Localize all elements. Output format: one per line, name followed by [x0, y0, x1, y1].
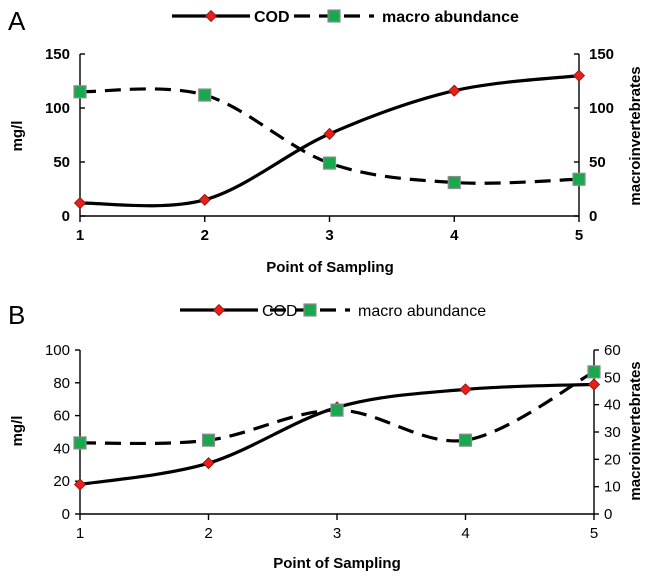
data-point-macro-abundance-b — [330, 403, 344, 417]
x-axis-title-a: Point of Sampling — [266, 259, 394, 276]
legend-marker-cod-a — [204, 9, 218, 23]
data-point-cod-b — [73, 478, 87, 491]
y-tick-label-b: 0 — [62, 506, 70, 523]
y2-tick-label-b: 10 — [604, 479, 621, 496]
legend-label-macro-abundance-b: macro abundance — [358, 303, 486, 320]
x-axis-title-b: Point of Sampling — [273, 555, 401, 572]
x-tick-label-a: 1 — [76, 227, 84, 244]
y2-tick-label-a: 100 — [589, 100, 614, 117]
panel-label-a: A — [8, 6, 26, 36]
data-point-macro-abundance-a — [198, 88, 212, 102]
data-point-cod-b — [587, 378, 601, 391]
data-point-macro-abundance-a — [73, 85, 87, 99]
y-tick-label-a: 150 — [45, 46, 70, 63]
y-tick-label-a: 100 — [45, 100, 70, 117]
y2-tick-label-a: 150 — [589, 46, 614, 63]
data-point-macro-abundance-b — [458, 433, 473, 447]
y2-tick-label-b: 30 — [604, 424, 621, 441]
panel-label-b: B — [8, 300, 25, 330]
data-point-macro-abundance-b — [587, 365, 601, 379]
x-tick-label-a: 2 — [201, 227, 209, 244]
legend-marker-macro-abundance-b — [303, 303, 317, 317]
data-point-macro-abundance-b — [201, 433, 216, 447]
legend-label-macro-abundance-a: macro abundance — [382, 9, 519, 26]
data-point-cod-a — [323, 127, 336, 140]
y-tick-label-a: 0 — [62, 208, 70, 225]
x-tick-label-b: 2 — [204, 525, 212, 542]
y2-tick-label-b: 50 — [604, 369, 621, 386]
y2-tick-label-a: 50 — [589, 154, 606, 171]
data-point-macro-abundance-a — [447, 175, 461, 190]
series-line-cod-a — [79, 74, 580, 208]
y-tick-label-b: 40 — [53, 440, 70, 457]
x-tick-label-b: 5 — [590, 525, 598, 542]
y-tick-label-b: 100 — [45, 342, 70, 359]
y2-tick-label-b: 40 — [604, 397, 621, 414]
y2-tick-label-b: 20 — [604, 451, 621, 468]
data-point-cod-a — [198, 193, 211, 206]
y-tick-label-b: 20 — [53, 473, 70, 490]
legend-label-cod-a: COD — [254, 9, 290, 26]
y2-axis-title-a: macroinvertebrates — [627, 66, 644, 205]
y2-tick-label-a: 0 — [589, 208, 597, 225]
legend-marker-macro-abundance-a — [327, 9, 341, 23]
x-tick-label-b: 1 — [76, 525, 84, 542]
x-tick-label-b: 3 — [333, 525, 341, 542]
y-tick-label-b: 80 — [53, 375, 70, 392]
legend-marker-cod-b — [212, 303, 226, 317]
y2-axis-title-b: macroinvertebrates — [627, 361, 644, 500]
data-point-cod-a — [572, 69, 586, 82]
x-tick-label-b: 4 — [461, 525, 469, 542]
data-point-macro-abundance-b — [73, 436, 87, 450]
x-tick-label-a: 4 — [450, 227, 459, 244]
x-tick-label-a: 3 — [325, 227, 333, 244]
data-point-cod-a — [448, 84, 461, 97]
series-line-macro-abundance-a — [79, 87, 580, 185]
data-point-macro-abundance-a — [322, 156, 337, 170]
chart-panel-b: B Point of Sampling mg/l macroinvertebra… — [8, 300, 644, 572]
y2-tick-label-b: 60 — [604, 342, 621, 359]
y-tick-label-b: 60 — [53, 408, 70, 425]
series-line-cod-b — [79, 382, 595, 487]
y-tick-label-a: 50 — [53, 154, 70, 171]
chart-panel-a: A Point of Sampling mg/l macroinvertebra… — [8, 6, 644, 276]
data-point-macro-abundance-a — [572, 172, 586, 186]
y2-tick-label-b: 0 — [604, 506, 612, 523]
data-point-cod-b — [202, 457, 215, 470]
y-axis-title-b: mg/l — [9, 416, 26, 447]
data-point-cod-b — [459, 383, 472, 396]
x-tick-label-a: 5 — [575, 227, 583, 244]
data-point-cod-a — [73, 196, 87, 210]
y-axis-title-a: mg/l — [9, 121, 26, 152]
